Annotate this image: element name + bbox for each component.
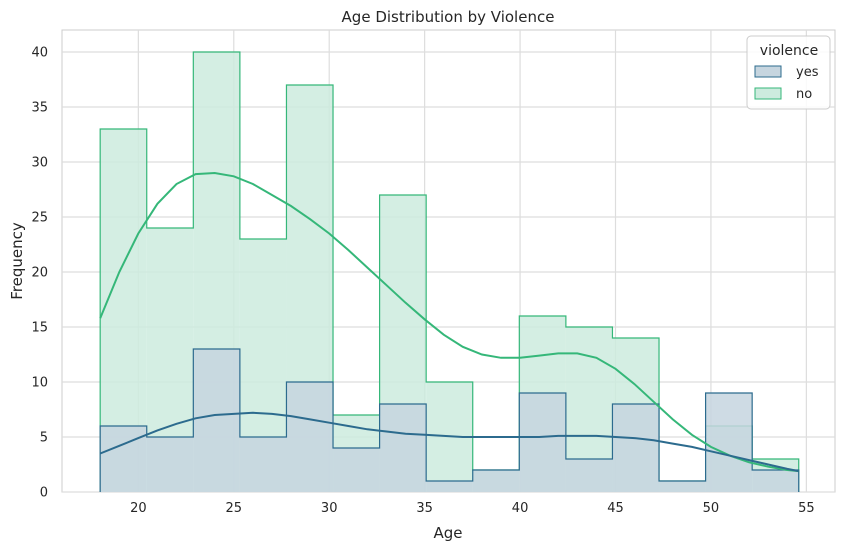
- hist-bar-yes: [193, 349, 240, 492]
- x-tick-label: 45: [607, 501, 624, 516]
- y-tick-label: 10: [31, 376, 48, 391]
- hist-bar-yes: [333, 448, 380, 492]
- y-tick-label: 40: [31, 46, 48, 61]
- x-tick-label: 40: [512, 501, 529, 516]
- hist-bar-yes: [379, 404, 427, 492]
- y-tick-label: 35: [31, 101, 48, 116]
- x-tick-label: 20: [130, 501, 147, 516]
- x-tick-label: 50: [703, 501, 720, 516]
- x-tick-label: 35: [416, 501, 433, 516]
- y-tick-label: 30: [31, 156, 48, 171]
- x-tick-label: 30: [321, 501, 338, 516]
- hist-bar-yes: [752, 470, 799, 492]
- hist-outline-yes: [99, 348, 800, 492]
- hist-bar-yes: [286, 382, 334, 492]
- hist-bar-yes: [146, 437, 194, 492]
- y-tick-label: 20: [31, 266, 48, 281]
- hist-bar-yes: [519, 393, 566, 492]
- legend: violence yes no: [746, 35, 831, 110]
- kde-line-no: [99, 171, 799, 473]
- y-tick-label: 25: [31, 211, 48, 226]
- kde-line-yes: [99, 411, 799, 473]
- y-tick-label: 5: [40, 431, 48, 446]
- kde-curves: [99, 171, 799, 473]
- y-axis-label: Frequency: [8, 222, 26, 300]
- legend-swatch-no: [754, 87, 782, 100]
- hist-bar-yes: [565, 459, 613, 492]
- series-yes-bars: [99, 348, 800, 492]
- legend-swatch-yes: [754, 65, 782, 78]
- legend-title: violence: [760, 43, 818, 59]
- y-tick-label: 0: [40, 486, 48, 501]
- x-tick-label: 55: [798, 501, 815, 516]
- hist-bar-yes: [705, 393, 753, 492]
- y-tick-labels: 0 5 10 15 20 25 30 35 40: [31, 46, 48, 501]
- legend-label-yes: yes: [796, 65, 819, 80]
- hist-bar-yes: [239, 437, 287, 492]
- hist-bar-yes: [472, 470, 520, 492]
- hist-bar-yes: [612, 404, 660, 492]
- x-axis-label: Age: [433, 524, 462, 542]
- y-tick-label: 15: [31, 321, 48, 336]
- hist-bar-yes: [100, 426, 147, 492]
- x-tick-label: 25: [226, 501, 243, 516]
- hist-bar-yes: [426, 481, 473, 492]
- chart-title: Age Distribution by Violence: [342, 8, 555, 26]
- x-tick-labels: 20 25 30 35 40 45 50 55: [130, 501, 815, 516]
- hist-bar-yes: [659, 481, 706, 492]
- legend-label-no: no: [796, 87, 812, 102]
